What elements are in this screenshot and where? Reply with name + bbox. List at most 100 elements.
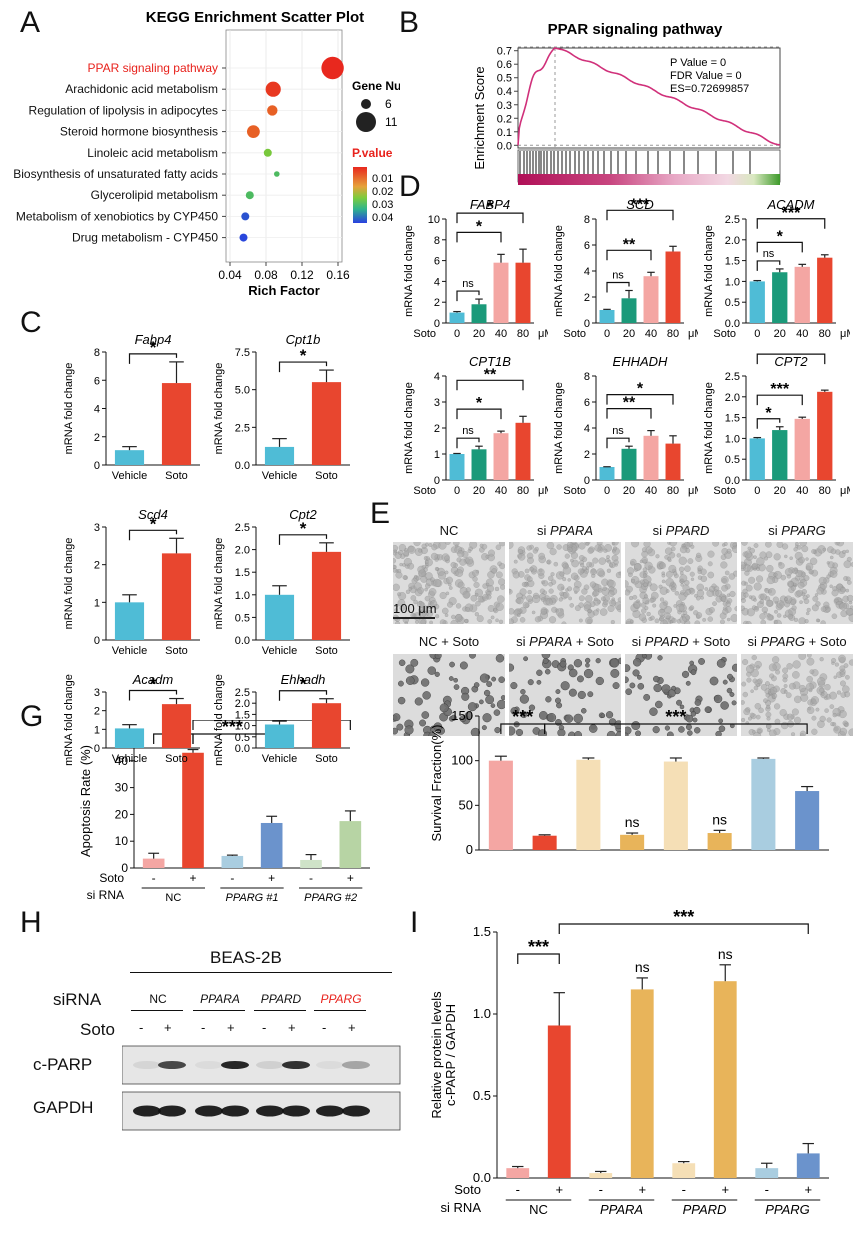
- cell-shape: [848, 613, 853, 622]
- cell-shape: [712, 542, 720, 547]
- cell-shape: [766, 728, 771, 733]
- cell-shape: [657, 608, 666, 617]
- cell-shape: [615, 730, 621, 736]
- cell-shape: [523, 656, 529, 662]
- x-tick-label: 20: [774, 328, 786, 340]
- cell-shape: [446, 601, 454, 608]
- bar: [621, 448, 637, 480]
- cell-shape: [801, 592, 806, 597]
- sirna-lane-label: NC: [149, 992, 167, 1006]
- x-tick-label: Soto: [315, 470, 338, 482]
- y-tick-label: 2.0: [235, 545, 250, 557]
- cell-shape: [741, 700, 745, 705]
- y-axis-label: Enrichment Score: [472, 66, 487, 169]
- cell-shape: [742, 658, 749, 666]
- cell-shape: [772, 596, 779, 603]
- cell-shape: [589, 581, 596, 588]
- cell-shape: [798, 654, 807, 660]
- bar: [794, 266, 810, 323]
- bar: [749, 281, 765, 323]
- bar: [547, 1025, 571, 1178]
- bar-annotation: ns: [625, 814, 640, 830]
- cell-shape: [485, 554, 490, 559]
- cell-shape: [407, 545, 416, 554]
- bar-chart-survival-fraction: 0 50 100 150 Survival Fraction(%) ns ns *** ***: [429, 707, 829, 857]
- panel-letter-c: C: [20, 306, 42, 339]
- cell-shape: [643, 582, 648, 588]
- bar: [755, 1168, 779, 1178]
- pathway-label: Linoleic acid metabolism: [87, 146, 218, 160]
- cell-shape: [652, 726, 660, 734]
- cell-shape: [747, 716, 753, 721]
- size-legend-label: 6: [385, 97, 392, 111]
- significance-bracket: [456, 290, 480, 302]
- cell-shape: [455, 603, 462, 609]
- cell-shape: [520, 711, 528, 719]
- cell-shape: [449, 661, 455, 668]
- cell-shape: [574, 731, 582, 736]
- cell-shape: [848, 659, 853, 666]
- cell-shape: [516, 597, 524, 605]
- cell-shape: [829, 691, 838, 700]
- y-tick-label: 0: [434, 475, 440, 487]
- significance-bracket: [456, 408, 502, 420]
- group-label: NC: [529, 1202, 548, 1217]
- cell-shape: [657, 655, 663, 661]
- y-tick-label: 2.0: [725, 235, 740, 247]
- cell-shape: [806, 657, 815, 666]
- cell-shape: [410, 595, 417, 601]
- cell-shape: [461, 692, 470, 701]
- cell-shape: [838, 654, 846, 663]
- sirna-lane-rule: [254, 1010, 306, 1011]
- cell-shape: [782, 677, 788, 683]
- y-axis-label: mRNA fold change: [553, 382, 565, 474]
- micrograph-label-part: PPARA: [529, 634, 573, 649]
- cell-shape: [453, 542, 460, 547]
- y-tick-label: 2.5: [235, 422, 250, 434]
- bar: [311, 551, 342, 640]
- x-tick-label: 0: [454, 485, 460, 497]
- bar-chart-CPT1B: 0 1 2 3 4 mRNA fold change CPT1B 0 20 40 80 ns *** So…: [403, 354, 548, 497]
- unit-label: μM: [688, 485, 698, 497]
- cell-shape: [787, 613, 794, 620]
- y-tick-label: 0.0: [725, 318, 740, 330]
- cell-shape: [829, 704, 835, 709]
- soto-label: Soto: [413, 485, 436, 497]
- y-tick-label: 2: [94, 432, 100, 444]
- cell-shape: [722, 608, 729, 615]
- cell-shape: [759, 551, 767, 559]
- cell-shape: [720, 701, 729, 710]
- y-tick-label: 0.5: [497, 73, 512, 85]
- micrograph-label-part: si: [516, 634, 530, 649]
- x-tick-label: 20: [473, 328, 485, 340]
- cell-shape: [789, 556, 794, 561]
- bar: [665, 443, 681, 480]
- cell-shape: [695, 552, 702, 559]
- cell-shape: [685, 680, 691, 686]
- significance-bracket: [278, 361, 328, 373]
- cell-shape: [405, 589, 411, 595]
- y-tick-label: 1.0: [235, 721, 250, 733]
- cell-shape: [788, 682, 796, 690]
- cell-shape: [592, 589, 600, 597]
- cell-shape: [640, 608, 647, 614]
- significance-label: ***: [782, 352, 801, 357]
- cell-shape: [509, 618, 515, 624]
- band-c-parp: [221, 1061, 249, 1069]
- cell-shape: [632, 658, 642, 667]
- cell-shape: [833, 675, 837, 680]
- cell-shape: [625, 580, 629, 588]
- significance-bracket: [606, 281, 630, 293]
- cell-shape: [434, 566, 439, 571]
- y-axis-label: Apoptosis Rate (%): [78, 745, 93, 857]
- cell-shape: [430, 552, 438, 560]
- cell-shape: [726, 598, 733, 604]
- cell-shape: [635, 730, 642, 736]
- cell-shape: [590, 568, 597, 576]
- cell-shape: [524, 568, 530, 574]
- cell-shape: [509, 726, 516, 736]
- cell-shape: [612, 546, 618, 551]
- cell-shape: [549, 548, 557, 556]
- y-tick-label: 2: [584, 449, 590, 461]
- y-tick-label: 4: [434, 276, 440, 288]
